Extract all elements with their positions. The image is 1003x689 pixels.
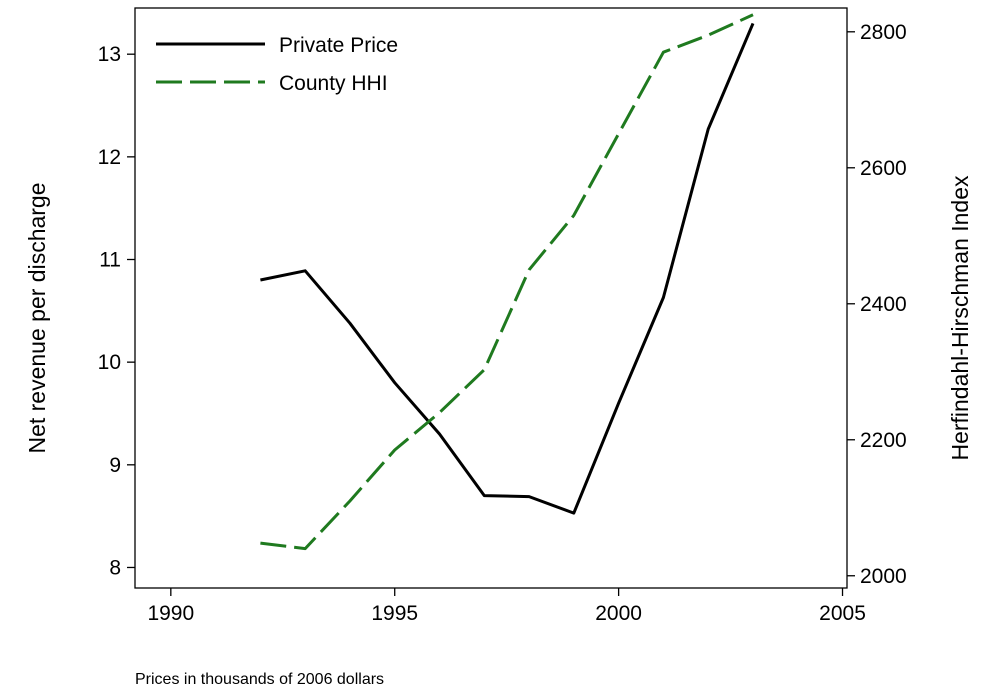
right-y-tick-label: 2400	[860, 293, 907, 316]
right-y-tick-label: 2800	[860, 21, 907, 44]
right-y-tick-label: 2000	[860, 565, 907, 588]
legend: Private Price County HHI	[156, 34, 398, 95]
left-y-axis: 8 9 10 11 12 13	[98, 43, 135, 579]
left-y-tick-label: 13	[98, 43, 121, 66]
legend-label: County HHI	[279, 72, 388, 95]
right-y-tick-label: 2600	[860, 157, 907, 180]
left-axis-title: Net revenue per discharge	[24, 182, 50, 453]
x-tick-label: 2005	[819, 602, 866, 625]
series-line-private-price	[260, 22, 755, 515]
x-tick-label: 2000	[595, 602, 642, 625]
plot-frame	[134, 7, 848, 589]
left-y-tick-label: 8	[109, 556, 121, 579]
right-y-axis: 2000 2200 2400 2600 2800	[847, 21, 907, 588]
legend-label: Private Price	[279, 34, 398, 57]
left-y-tick-label: 12	[98, 146, 121, 169]
x-tick-label: 1990	[147, 602, 194, 625]
right-axis-title: Herfindahl-Hirschman Index	[947, 175, 973, 461]
series-lines	[260, 13, 755, 551]
left-y-tick-label: 9	[109, 454, 121, 477]
left-y-tick-label: 11	[99, 249, 121, 272]
x-tick-label: 1995	[371, 602, 418, 625]
x-axis: 1990 1995 2000 2005	[147, 588, 866, 625]
left-y-tick-label: 10	[98, 351, 121, 374]
chart-note: Prices in thousands of 2006 dollars	[135, 671, 384, 688]
right-y-tick-label: 2200	[860, 429, 907, 452]
series-line-county-hhi	[260, 13, 754, 551]
